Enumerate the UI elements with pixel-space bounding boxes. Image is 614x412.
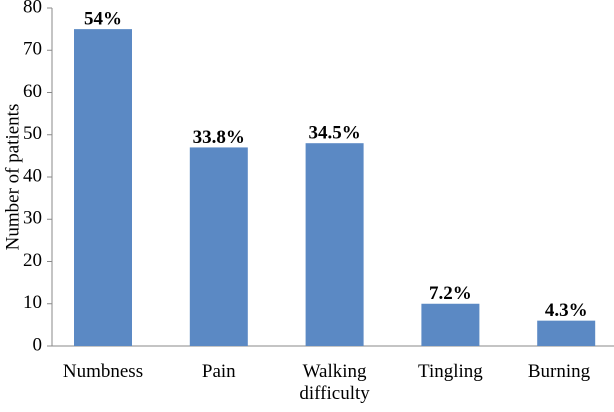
x-tick-label: Walking difficulty — [299, 361, 370, 404]
y-tick-label: 10 — [23, 292, 42, 313]
bar-annotation: 54% — [84, 8, 122, 29]
bar — [421, 303, 480, 346]
y-tick-label: 70 — [23, 39, 42, 60]
x-tick-label: Numbness — [62, 361, 144, 382]
bar-annotation: 7.2% — [429, 283, 472, 304]
x-tick-label: Burning — [527, 361, 591, 382]
y-tick-label: 40 — [23, 165, 42, 186]
bar-annotation: 34.5% — [308, 123, 360, 144]
bar — [537, 320, 596, 346]
y-tick-label: 20 — [23, 250, 42, 271]
bar-annotation: 33.8% — [193, 127, 245, 148]
y-tick-label: 30 — [23, 208, 42, 229]
y-axis-title: Number of patients — [2, 104, 23, 251]
y-tick-label: 50 — [23, 123, 42, 144]
x-tick-label: Tingling — [418, 361, 483, 382]
bar — [189, 147, 248, 346]
y-tick-label: 80 — [23, 0, 42, 17]
bar-annotation: 4.3% — [545, 300, 588, 321]
y-tick-label: 0 — [33, 334, 43, 355]
y-tick-label: 60 — [23, 81, 42, 102]
x-tick-label: Pain — [201, 361, 236, 382]
bar — [305, 143, 364, 346]
bar — [74, 29, 132, 346]
